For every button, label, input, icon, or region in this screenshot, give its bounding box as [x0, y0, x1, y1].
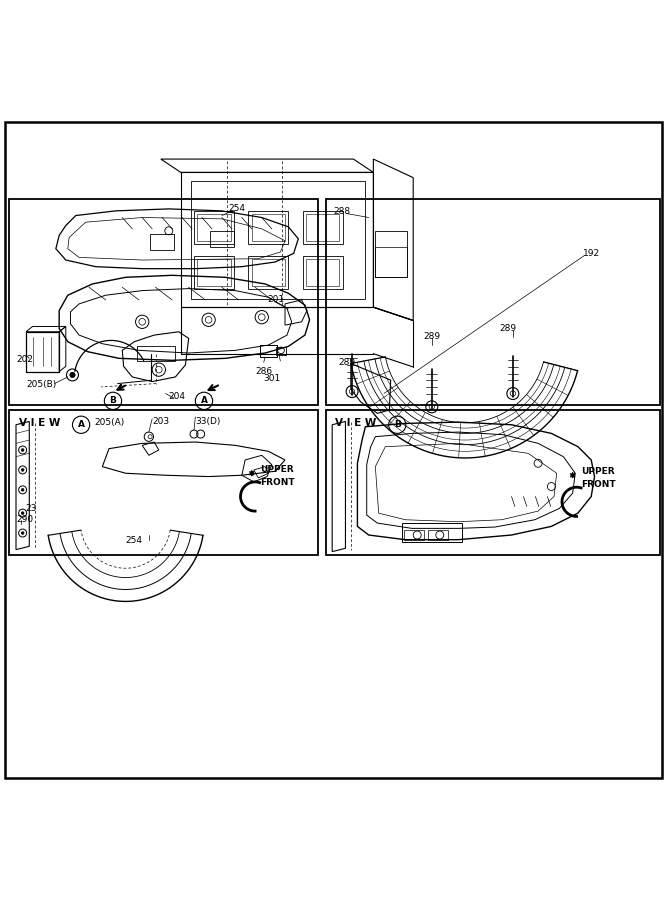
Text: UPPER: UPPER	[581, 466, 615, 475]
Bar	[137, 346, 175, 361]
Bar	[194, 256, 234, 289]
Bar	[404, 530, 424, 540]
Circle shape	[104, 392, 121, 410]
Text: FRONT: FRONT	[260, 478, 295, 487]
Text: 204: 204	[169, 392, 186, 400]
Circle shape	[21, 449, 24, 451]
Text: FRONT: FRONT	[581, 480, 616, 489]
Text: B: B	[394, 420, 401, 429]
Text: 290: 290	[16, 515, 33, 524]
Text: 254: 254	[125, 536, 143, 545]
Circle shape	[21, 469, 24, 472]
Circle shape	[21, 489, 24, 491]
Text: A: A	[77, 420, 85, 429]
Circle shape	[21, 512, 24, 515]
Text: 289: 289	[339, 358, 356, 367]
Bar	[428, 530, 448, 540]
Bar	[197, 214, 231, 241]
Bar	[197, 259, 231, 286]
Bar	[306, 259, 340, 286]
Bar	[402, 523, 462, 542]
Bar	[249, 256, 288, 289]
Text: 201: 201	[267, 295, 284, 304]
Text: 286: 286	[255, 367, 272, 376]
Circle shape	[21, 532, 24, 535]
Text: 289: 289	[500, 324, 517, 333]
Text: A: A	[201, 396, 207, 405]
Bar	[303, 211, 343, 244]
Bar	[210, 230, 234, 247]
Text: 301: 301	[263, 374, 281, 382]
Text: B: B	[109, 396, 117, 405]
Text: 254: 254	[229, 204, 245, 213]
Text: 205(B): 205(B)	[26, 380, 56, 389]
Bar	[194, 211, 234, 244]
Text: UPPER: UPPER	[260, 464, 294, 473]
Text: 33(D): 33(D)	[195, 417, 221, 426]
Text: 192: 192	[583, 248, 600, 257]
Circle shape	[70, 373, 75, 378]
Bar	[252, 259, 285, 286]
Bar	[9, 410, 318, 555]
Bar	[325, 199, 660, 405]
Text: 288: 288	[334, 207, 351, 216]
Circle shape	[73, 416, 90, 434]
Bar	[9, 199, 318, 405]
Text: V I E W: V I E W	[335, 418, 376, 428]
Text: 203: 203	[152, 417, 169, 426]
Bar	[303, 256, 343, 289]
Bar	[376, 230, 408, 277]
Bar	[150, 234, 174, 250]
Bar	[249, 211, 288, 244]
Text: 202: 202	[16, 355, 33, 364]
Bar	[306, 214, 340, 241]
Bar	[376, 248, 408, 277]
Circle shape	[389, 416, 406, 434]
Text: 289: 289	[424, 332, 441, 341]
Text: 23: 23	[25, 505, 37, 514]
Text: 205(A): 205(A)	[94, 418, 125, 427]
Bar	[325, 410, 660, 555]
Bar	[260, 345, 277, 357]
Bar	[275, 347, 285, 355]
Circle shape	[195, 392, 213, 410]
Text: V I E W: V I E W	[19, 418, 60, 428]
Bar	[252, 214, 285, 241]
